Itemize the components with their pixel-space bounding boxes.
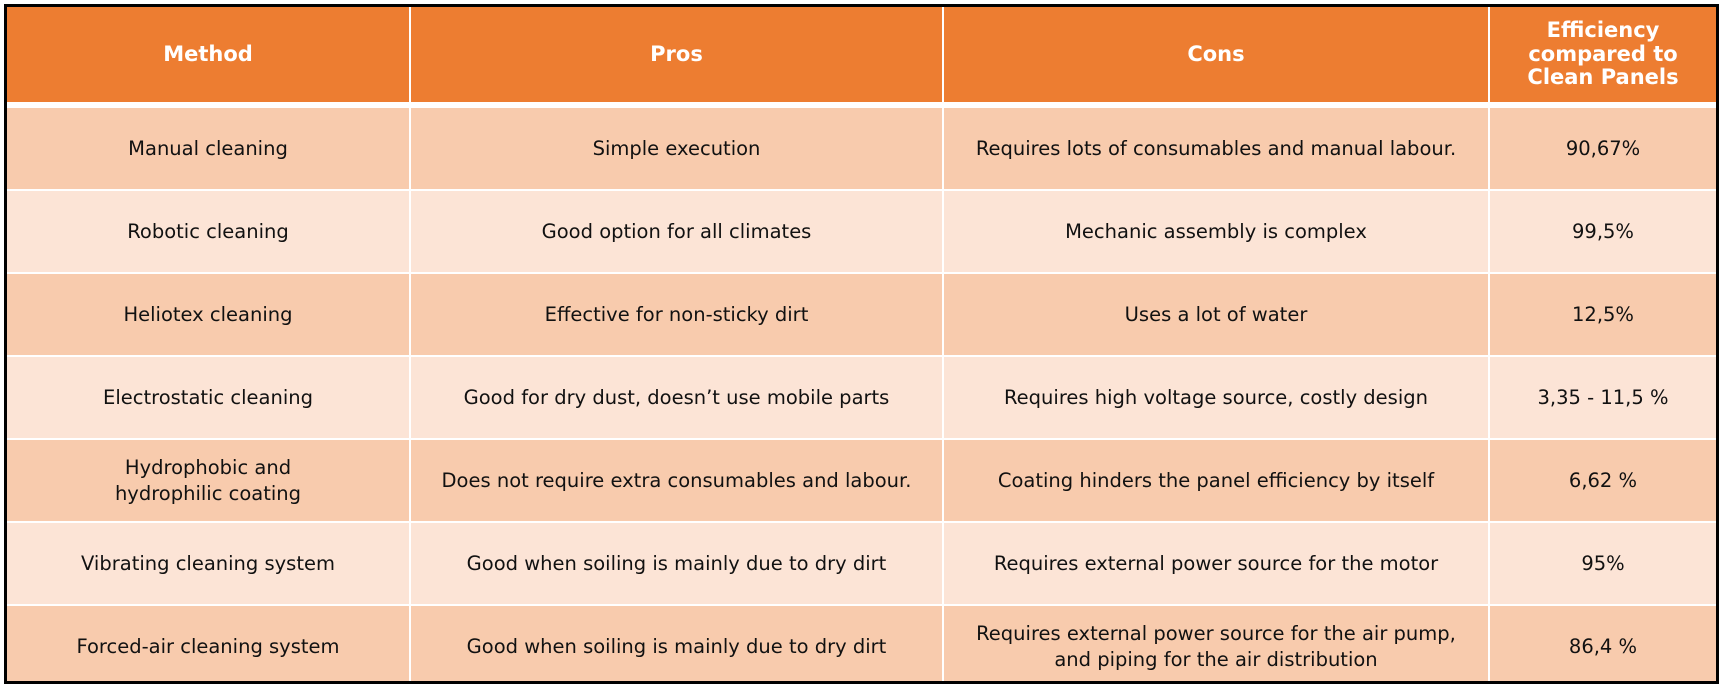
header-efficiency: Efficiency compared to Clean Panels	[1488, 7, 1716, 108]
header-efficiency-line3: Clean Panels	[1527, 65, 1679, 90]
cell-pros: Effective for non-sticky dirt	[409, 272, 944, 357]
comparison-table-frame: Method Pros Cons Efficiency compared to …	[4, 4, 1719, 684]
table-row: Hydrophobic and hydrophilic coating Does…	[7, 438, 1716, 523]
table-row: Vibrating cleaning system Good when soil…	[7, 521, 1716, 606]
cell-cons: Requires external power source for the a…	[942, 604, 1490, 681]
cell-pros: Good option for all climates	[409, 189, 944, 274]
cell-cons: Requires high voltage source, costly des…	[942, 355, 1490, 440]
cell-pros: Good when soiling is mainly due to dry d…	[409, 604, 944, 681]
cell-method: Robotic cleaning	[7, 189, 411, 274]
cell-efficiency: 6,62 %	[1488, 438, 1716, 523]
cell-cons: Requires external power source for the m…	[942, 521, 1490, 606]
cell-cons: Mechanic assembly is complex	[942, 189, 1490, 274]
header-pros: Pros	[409, 7, 944, 108]
cell-pros: Good when soiling is mainly due to dry d…	[409, 521, 944, 606]
cell-cons-line2: and piping for the air distribution	[1054, 647, 1378, 671]
cell-method: Vibrating cleaning system	[7, 521, 411, 606]
table-row: Heliotex cleaning Effective for non-stic…	[7, 272, 1716, 357]
cell-method: Heliotex cleaning	[7, 272, 411, 357]
table-row: Robotic cleaning Good option for all cli…	[7, 189, 1716, 274]
cell-method-line1: Hydrophobic and	[124, 456, 292, 480]
cell-efficiency: 90,67%	[1488, 104, 1716, 191]
table-row: Electrostatic cleaning Good for dry dust…	[7, 355, 1716, 440]
cell-efficiency: 99,5%	[1488, 189, 1716, 274]
header-efficiency-line1: Efficiency	[1546, 18, 1660, 43]
cell-cons: Uses a lot of water	[942, 272, 1490, 357]
cell-method-line2: hydrophilic coating	[114, 481, 302, 505]
cell-cons: Coating hinders the panel efficiency by …	[942, 438, 1490, 523]
cell-efficiency: 86,4 %	[1488, 604, 1716, 681]
table-row: Forced-air cleaning system Good when soi…	[7, 604, 1716, 681]
header-cons: Cons	[942, 7, 1490, 108]
cell-efficiency: 12,5%	[1488, 272, 1716, 357]
cell-method: Hydrophobic and hydrophilic coating	[7, 438, 411, 523]
header-method: Method	[7, 7, 411, 108]
table-header: Method Pros Cons Efficiency compared to …	[7, 7, 1716, 108]
header-row: Method Pros Cons Efficiency compared to …	[7, 7, 1716, 108]
cell-cons: Requires lots of consumables and manual …	[942, 104, 1490, 191]
cell-method: Manual cleaning	[7, 104, 411, 191]
cell-efficiency: 3,35 - 11,5 %	[1488, 355, 1716, 440]
cell-method: Electrostatic cleaning	[7, 355, 411, 440]
cleaning-methods-table: Method Pros Cons Efficiency compared to …	[7, 7, 1716, 681]
cell-pros: Simple execution	[409, 104, 944, 191]
cell-cons-line1: Requires external power source for the a…	[976, 622, 1456, 646]
cell-method: Forced-air cleaning system	[7, 604, 411, 681]
header-efficiency-line2: compared to	[1528, 41, 1678, 66]
table-body: Manual cleaning Simple execution Require…	[7, 104, 1716, 681]
cell-pros: Good for dry dust, doesn’t use mobile pa…	[409, 355, 944, 440]
cell-efficiency: 95%	[1488, 521, 1716, 606]
table-row: Manual cleaning Simple execution Require…	[7, 104, 1716, 191]
cell-pros: Does not require extra consumables and l…	[409, 438, 944, 523]
